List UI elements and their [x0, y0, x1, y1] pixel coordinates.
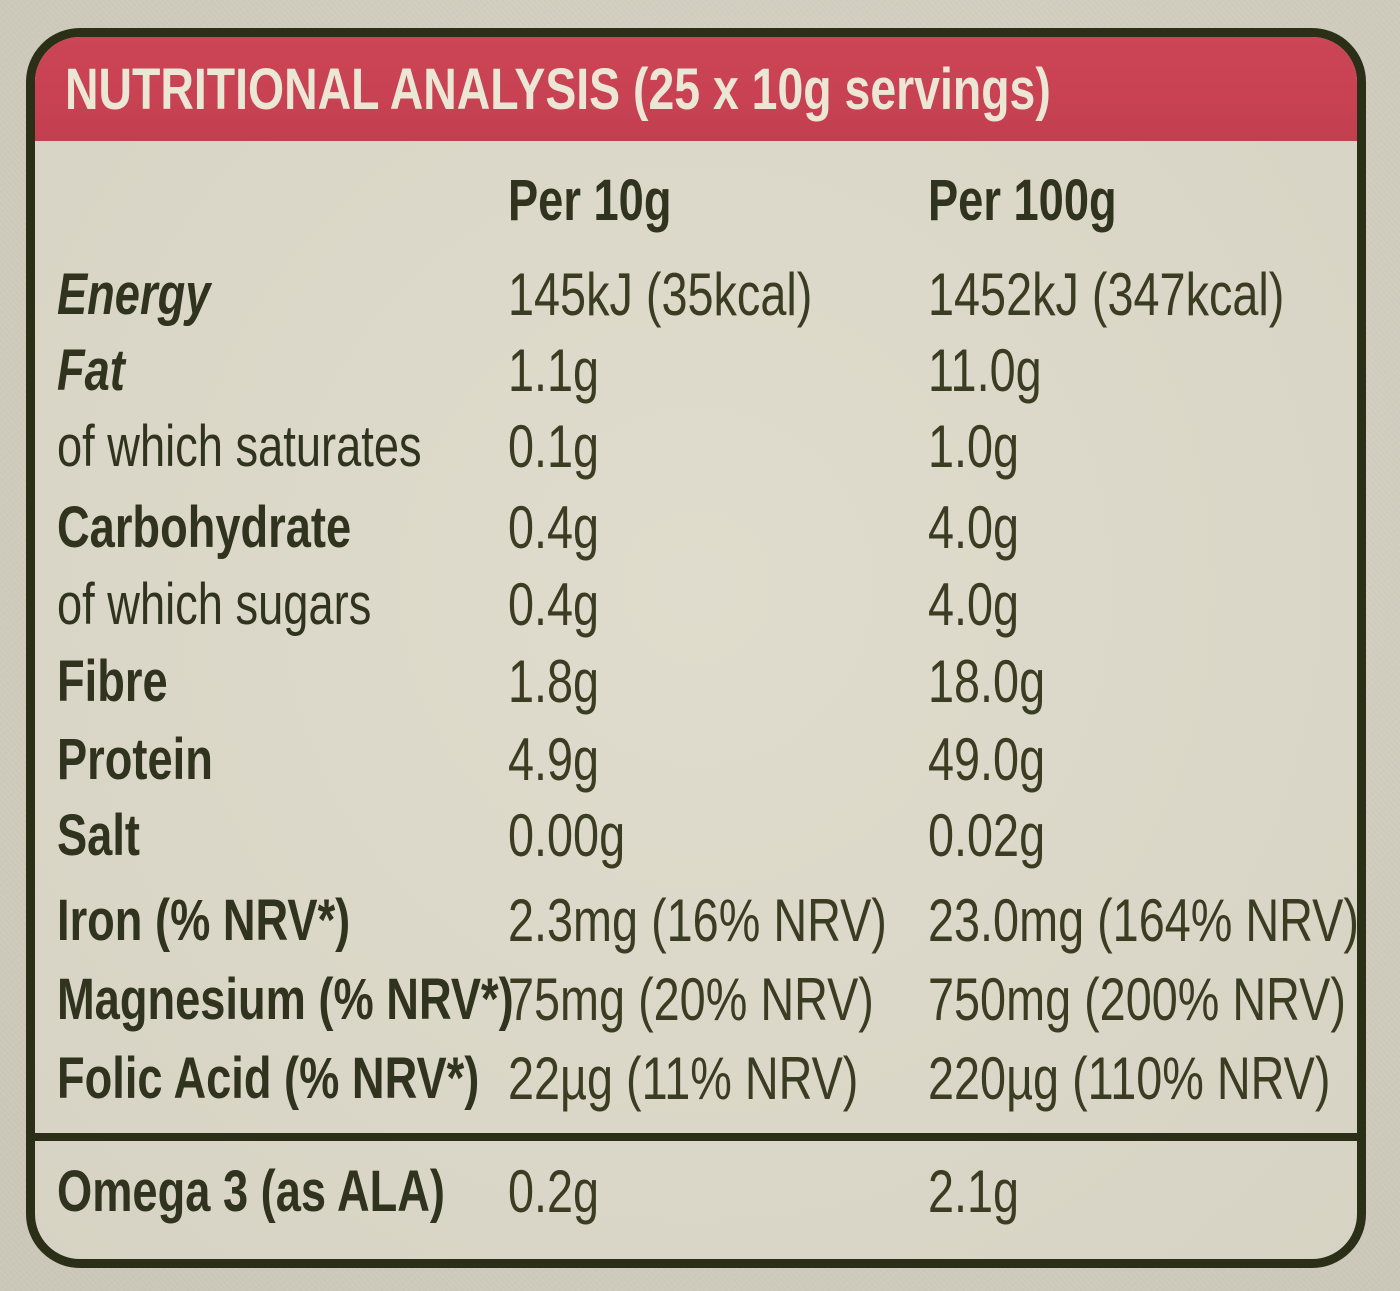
row-value-per-100g: 1452kJ (347kcal) — [928, 261, 1285, 328]
table-row-iron: Iron (% NRV*) 2.3mg (16% NRV) 23.0mg (16… — [35, 891, 1357, 951]
row-label: Magnesium (% NRV*) — [57, 967, 514, 1032]
row-value-per-10g: 0.4g — [508, 494, 600, 561]
row-label: Protein — [57, 727, 213, 792]
table-row-salt: Salt 0.00g 0.02g — [35, 806, 1357, 866]
row-value-per-10g: 145kJ (35kcal) — [508, 261, 813, 328]
row-value-per-10g: 4.9g — [508, 726, 600, 793]
panel-header-band: NUTRITIONAL ANALYSIS (25 x 10g servings) — [35, 37, 1357, 141]
table-row-fat: Fat 1.1g 11.0g — [35, 341, 1357, 401]
table-row-carbohydrate: Carbohydrate 0.4g 4.0g — [35, 498, 1357, 558]
row-label: Iron (% NRV*) — [57, 888, 351, 953]
row-value-per-10g: 0.1g — [508, 413, 600, 480]
row-label: Energy — [57, 262, 211, 327]
panel-title: NUTRITIONAL ANALYSIS (25 x 10g servings) — [65, 57, 1051, 122]
table-row-protein: Protein 4.9g 49.0g — [35, 730, 1357, 790]
row-value-per-100g: 2.1g — [928, 1158, 1020, 1225]
column-header-row: Per 10g Per 100g — [35, 171, 1357, 231]
row-label: of which saturates — [57, 414, 422, 479]
row-value-per-10g: 1.1g — [508, 337, 600, 404]
row-label: Fibre — [57, 649, 168, 714]
row-value-per-100g: 220µg (110% NRV) — [928, 1045, 1331, 1112]
table-row-magnesium: Magnesium (% NRV*) 75mg (20% NRV) 750mg … — [35, 970, 1357, 1030]
row-value-per-10g: 0.4g — [508, 571, 600, 638]
section-divider-line — [35, 1133, 1357, 1141]
column-header-per-100g: Per 100g — [928, 168, 1117, 233]
row-value-per-10g: 75mg (20% NRV) — [508, 966, 874, 1033]
row-value-per-100g: 4.0g — [928, 494, 1020, 561]
row-value-per-10g: 1.8g — [508, 648, 600, 715]
nutrition-facts-panel: NUTRITIONAL ANALYSIS (25 x 10g servings)… — [26, 28, 1366, 1268]
row-label: Folic Acid (% NRV*) — [57, 1046, 480, 1111]
row-label: Carbohydrate — [57, 495, 352, 560]
row-value-per-100g: 18.0g — [928, 648, 1046, 715]
row-value-per-100g: 0.02g — [928, 802, 1046, 869]
row-label: of which sugars — [57, 572, 372, 637]
row-value-per-100g: 4.0g — [928, 571, 1020, 638]
row-value-per-10g: 22µg (11% NRV) — [508, 1045, 859, 1112]
row-value-per-100g: 1.0g — [928, 413, 1020, 480]
table-row-sugars: of which sugars 0.4g 4.0g — [35, 575, 1357, 635]
row-value-per-100g: 49.0g — [928, 726, 1046, 793]
row-value-per-100g: 750mg (200% NRV) — [928, 966, 1346, 1033]
table-row-folic-acid: Folic Acid (% NRV*) 22µg (11% NRV) 220µg… — [35, 1049, 1357, 1109]
row-value-per-10g: 2.3mg (16% NRV) — [508, 887, 887, 954]
table-row-saturates: of which saturates 0.1g 1.0g — [35, 417, 1357, 477]
table-row-energy: Energy 145kJ (35kcal) 1452kJ (347kcal) — [35, 265, 1357, 325]
row-value-per-100g: 11.0g — [928, 337, 1042, 404]
row-label: Omega 3 (as ALA) — [57, 1159, 445, 1224]
row-value-per-100g: 23.0mg (164% NRV) — [928, 887, 1359, 954]
row-value-per-10g: 0.2g — [508, 1158, 600, 1225]
table-row-omega-3: Omega 3 (as ALA) 0.2g 2.1g — [35, 1162, 1357, 1222]
row-value-per-10g: 0.00g — [508, 802, 626, 869]
table-row-fibre: Fibre 1.8g 18.0g — [35, 652, 1357, 712]
row-label: Salt — [57, 803, 140, 868]
row-label: Fat — [57, 338, 125, 403]
column-header-per-10g: Per 10g — [508, 168, 672, 233]
